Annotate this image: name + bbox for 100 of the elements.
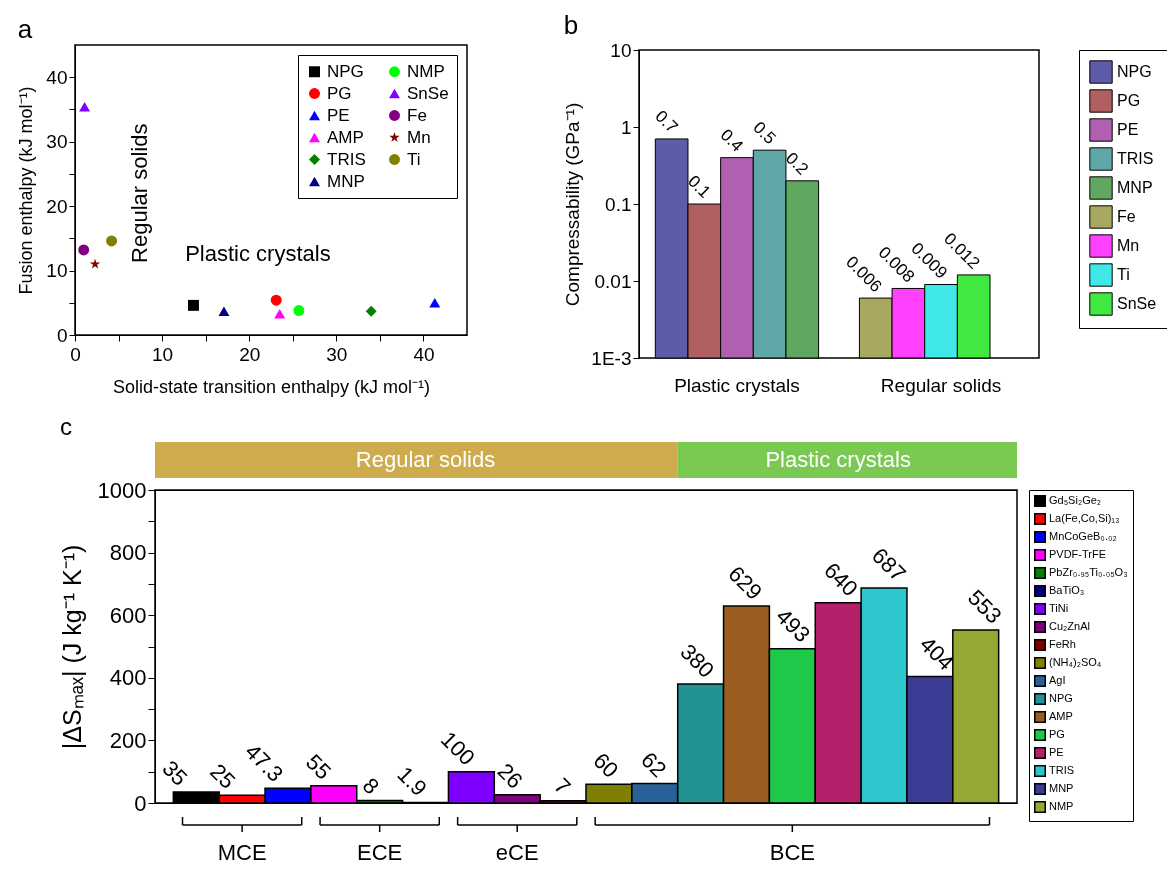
y-tick-label: 1000 [97,477,147,503]
point [78,244,90,256]
legend-label: Fe [407,105,427,125]
legend-label: TRIS [1049,764,1075,776]
data-label: 35 [157,755,193,791]
data-label: 1.9 [392,761,432,801]
data-label: 380 [675,639,720,683]
y-tick-label: 0 [56,324,68,346]
y-tick-label: 10 [610,39,632,61]
legend-label: PG [327,83,352,103]
text: MCE [217,840,267,865]
y-tick-label: 1E-3 [591,347,632,369]
legend-label: (NH₄)₂SO₄ [1049,656,1102,668]
legend-label: PE [1049,746,1064,758]
chart-title: b [563,10,579,40]
data-label: 404 [914,631,959,676]
x-axis-title: Solid-state transition enthalpy (kJ mol⁻¹) [112,376,431,397]
legend-label: PVDF-TrFE [1049,548,1107,560]
y-tick-label: 400 [109,665,147,691]
point [365,305,377,317]
legend-label: TRIS [327,149,366,169]
legend-label: PG [1049,728,1065,740]
legend-label: TRIS [1117,150,1154,167]
y-axis-title: Fusion enthalpy (kJ mol⁻¹) [16,86,37,295]
legend-label: Gd₅Si₂Ge₂ [1049,494,1102,506]
legend-label: NMP [1049,800,1074,812]
annotation: Plastic crystals [185,241,331,267]
y-tick-label: 40 [46,66,68,88]
legend-label: AMP [327,127,364,147]
y-tick-label: 0.1 [605,193,632,215]
data-label: 25 [205,758,241,794]
legend-label: PG [1117,92,1141,109]
legend-label: NPG [1049,692,1073,704]
legend-label: BaTiO₃ [1049,584,1085,596]
point [429,298,441,308]
text: ECE [357,840,403,865]
point [106,235,118,247]
data-label: 26 [492,758,528,794]
legend-label: MNP [1049,782,1074,794]
data-label: 62 [636,747,672,783]
data-label: 100 [436,726,480,771]
legend-label: Fe [1117,208,1136,225]
y-tick-label: 600 [109,602,147,628]
text: eCE [495,840,539,865]
legend-label: AMP [1049,710,1073,722]
chart-title: c [60,413,73,440]
data-label: 47.3 [240,738,289,787]
data-label: 0.5 [749,117,780,149]
y-tick-label: 1 [620,116,632,138]
legend-label: NPG [327,61,364,81]
legend-label: Ti [1117,266,1130,283]
legend-label: PE [1117,121,1139,138]
legend-label: AgI [1049,674,1066,686]
y-tick-label: 200 [109,727,147,753]
y-tick-label: 0.01 [594,270,632,292]
x-tick-label: 40 [413,343,435,365]
data-label: 55 [301,749,337,785]
text: Regular solids [355,447,496,472]
text: Plastic crystals [765,447,911,472]
data-label: 493 [771,603,815,648]
point [293,305,305,316]
annotation: Regular solids [127,123,153,263]
legend-label: TiNi [1049,602,1069,614]
data-label: 629 [723,561,768,605]
data-label: 640 [819,557,863,602]
chart-title: a [17,14,33,44]
y-tick-label: 20 [46,195,68,217]
x-tick-label: 10 [152,343,174,365]
x-tick-label: 30 [326,343,348,365]
data-label: 0.1 [684,171,715,202]
legend-label: NPG [1117,63,1152,80]
legend-label: FeRh [1049,638,1076,650]
y-axis-title: Compressability (GPa⁻¹) [562,102,584,307]
data-label: 0.4 [716,125,747,156]
legend-label: Mn [407,127,431,147]
legend-label: Mn [1117,237,1140,254]
legend-label: Cu₂ZnAl [1049,620,1090,632]
y-axis-title: |ΔSₘₐₓ| (J kg⁻¹ K⁻¹) [57,544,86,750]
data-label: 7 [549,773,576,800]
data-label: 0.2 [782,148,813,179]
data-label: 553 [962,584,1007,629]
data-label: 687 [867,542,911,587]
text: BCE [769,840,815,865]
legend-label: MNP [327,171,365,191]
point [89,258,101,269]
legend-label: PbZr₀.₉₅Ti₀.₀₅O₃ [1049,566,1128,578]
legend-label: MNP [1117,179,1153,196]
point [270,294,282,306]
legend-label: MnCoGeB₀.₀₂ [1049,530,1117,542]
point [218,306,230,316]
data-label: 0.7 [651,106,682,137]
data-label: 8 [357,772,384,800]
x-tick-label: 20 [239,343,261,365]
y-tick-label: 800 [109,540,147,566]
point [274,308,286,319]
y-tick-label: 10 [46,260,68,282]
y-tick-label: 0 [134,790,147,816]
legend-label: Ti [407,149,421,169]
legend-label: PE [327,105,350,125]
legend-label: SnSe [1117,295,1157,312]
